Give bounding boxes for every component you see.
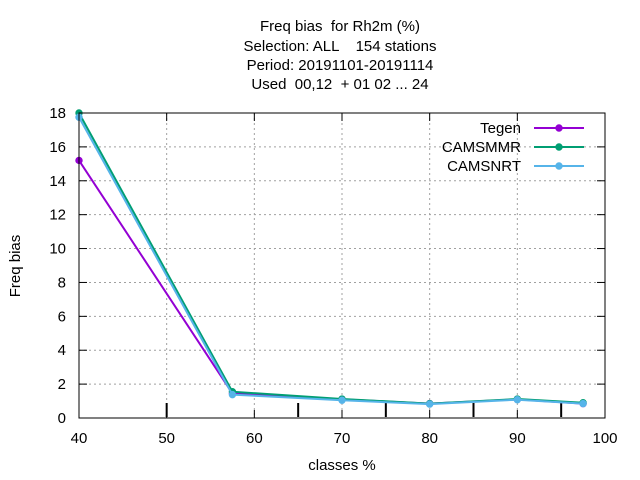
- x-tick-label: 40: [71, 430, 88, 447]
- series-line: [78, 116, 584, 406]
- series-layer: [75, 109, 587, 408]
- y-tick-label: 2: [58, 376, 66, 393]
- x-axis-label: classes %: [308, 457, 376, 474]
- plot-frame: [78, 112, 606, 419]
- x-tick-label: 100: [592, 430, 617, 447]
- legend-marker: [555, 124, 563, 132]
- legend-label: CAMSNRT: [447, 158, 521, 175]
- series-line: [78, 112, 584, 405]
- y-tick-label: 8: [58, 274, 66, 291]
- x-tick-label: 90: [509, 430, 526, 447]
- x-tick-label: 80: [421, 430, 438, 447]
- title-line-3: Period: 20191101-20191114: [246, 57, 434, 74]
- y-tick-label: 4: [58, 342, 66, 359]
- y-tick-labels: 0 2 4 6 8 10 12 14 16 18: [49, 105, 66, 427]
- data-point: [425, 400, 434, 408]
- legend-item-tegen: Tegen: [480, 120, 584, 137]
- y-tick-label: 12: [49, 207, 66, 224]
- title-line-1: Freq bias for Rh2m (%): [259, 18, 421, 35]
- legend: Tegen CAMSMMR CAMSNRT: [442, 120, 584, 175]
- title-line-2: Selection: ALL 154 stations: [243, 38, 437, 55]
- x-tick-labels: 40 50 60 70 80 90 100: [71, 430, 618, 447]
- x-tick-label: 60: [246, 430, 263, 447]
- y-tick-label: 0: [58, 410, 66, 427]
- data-point: [513, 396, 522, 404]
- legend-label: CAMSMMR: [442, 139, 521, 156]
- y-tick-label: 6: [58, 308, 66, 325]
- y-tick-label: 18: [49, 105, 66, 122]
- legend-item-camsmmr: CAMSMMR: [442, 139, 584, 156]
- grid-lines: [79, 113, 605, 418]
- y-axis-label: Freq bias: [7, 235, 24, 298]
- x-tick-label: 70: [334, 430, 351, 447]
- series-camsnrt: [75, 113, 587, 408]
- data-point: [579, 399, 587, 408]
- title-line-4: Used 00,12 + 01 02 ... 24: [251, 76, 429, 93]
- legend-label: Tegen: [480, 120, 521, 137]
- legend-marker: [555, 162, 563, 170]
- legend-item-camsnrt: CAMSNRT: [447, 158, 584, 175]
- legend-marker: [555, 143, 563, 151]
- y-tick-label: 16: [49, 139, 66, 156]
- data-point: [228, 390, 237, 399]
- y-tick-label: 10: [49, 241, 66, 258]
- y-tick-label: 14: [49, 173, 66, 190]
- x-tick-label: 50: [158, 430, 175, 447]
- data-point: [338, 396, 346, 404]
